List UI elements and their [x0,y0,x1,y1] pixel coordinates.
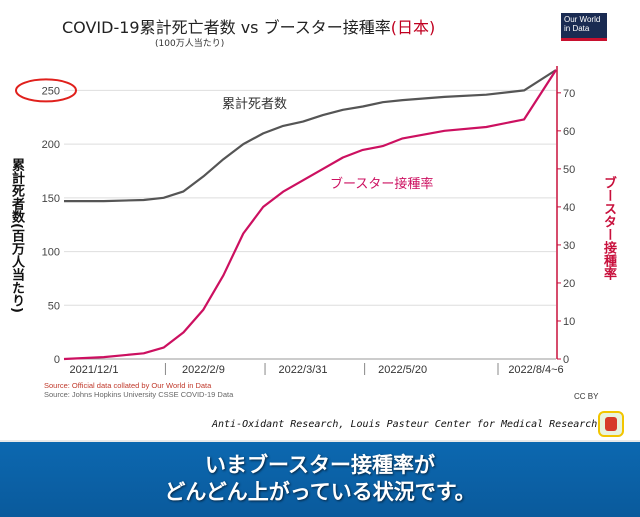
series-line-deaths [64,69,557,203]
annotation-deaths: 累計死者数 [222,96,287,112]
x-tick-2: 2022/3/31 [279,364,328,376]
source-note-owid: Source: Official data collated by Our Wo… [44,381,212,390]
y-right-tick-40: 40 [563,202,575,214]
chart-subtitle: (100万人当たり) [155,39,225,49]
y-right-tick-20: 20 [563,278,575,290]
y-right-tick-60: 60 [563,126,575,138]
y-axis-right-label: ブースター接種率 [601,176,616,280]
y-right-tick-0: 0 [563,354,569,366]
org-logo-icon [598,411,624,437]
owid-logo-text: Our World in Data [564,15,601,33]
x-tick-0: 2021/12/1 [70,364,119,376]
y-right-tick-10: 10 [563,316,575,328]
series-line-booster [63,69,557,361]
license-label: CC BY [574,392,599,401]
slide [0,0,640,440]
y-axis-left-label: 累計死者数(百万人当たり) [9,158,24,313]
caption-line-1: いまブースター接種率が [205,453,435,477]
y-left-tick-150: 150 [42,193,60,205]
caption-bar [0,442,640,517]
caption-line-2: どんどん上がっている状況です。 [164,480,476,504]
y-right-tick-70: 70 [563,88,575,100]
y-left-tick-50: 50 [48,300,60,312]
source-note-jhu: Source: Johns Hopkins University CSSE CO… [44,390,234,399]
x-tick-1: 2022/2/9 [182,364,225,376]
chart-plot: 0 50 100 150 200 250 0 10 20 30 40 50 60 70 2021/12/1 2… [15,66,575,376]
annotation-booster: ブースター接種率 [330,176,433,192]
y-right-tick-50: 50 [563,164,575,176]
chart-title-country: (日本) [390,18,436,37]
highlight-circle-250 [15,78,77,103]
y-left-tick-100: 100 [42,247,60,259]
credit-text: Anti-Oxidant Research, Louis Pasteur Cen… [212,419,604,430]
x-tick-4: 2022/8/4~6 [508,364,563,376]
x-tick-3: 2022/5/20 [378,364,427,376]
chart-title: COVID-19累計死亡者数 vs ブースター接種率(日本) [62,18,436,37]
y-right-tick-30: 30 [563,240,575,252]
y-left-tick-200: 200 [42,139,60,151]
y-left-tick-0: 0 [54,354,60,366]
y-left-tick-250: 250 [42,85,60,97]
owid-logo: Our World in Data [561,13,607,41]
